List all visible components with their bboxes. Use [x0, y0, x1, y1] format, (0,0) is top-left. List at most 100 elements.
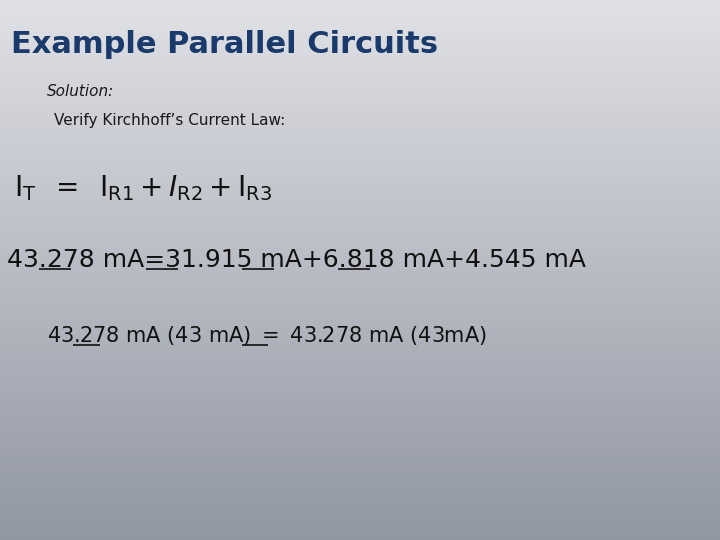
Bar	[0, 491, 720, 492]
Bar	[0, 388, 720, 389]
Bar	[0, 410, 720, 411]
Bar	[0, 325, 720, 327]
Bar	[0, 11, 720, 12]
Bar	[0, 440, 720, 442]
Bar	[0, 160, 720, 162]
Bar	[0, 454, 720, 455]
Bar	[0, 433, 720, 435]
Bar	[0, 233, 720, 235]
Bar	[0, 177, 720, 178]
Bar	[0, 108, 720, 109]
Bar	[0, 408, 720, 409]
Bar	[0, 14, 720, 15]
Bar	[0, 162, 720, 163]
Bar	[0, 449, 720, 451]
Bar	[0, 438, 720, 440]
Text: Example Parallel Circuits: Example Parallel Circuits	[11, 30, 438, 59]
Bar	[0, 284, 720, 285]
Bar	[0, 319, 720, 320]
Bar	[0, 274, 720, 275]
Bar	[0, 135, 720, 136]
Bar	[0, 147, 720, 149]
Bar	[0, 228, 720, 230]
Bar	[0, 291, 720, 292]
Bar	[0, 359, 720, 361]
Bar	[0, 120, 720, 122]
Bar	[0, 12, 720, 14]
Bar	[0, 214, 720, 216]
Bar	[0, 471, 720, 472]
Bar	[0, 264, 720, 265]
Bar	[0, 517, 720, 518]
Bar	[0, 361, 720, 362]
Bar	[0, 280, 720, 281]
Bar	[0, 130, 720, 131]
Bar	[0, 230, 720, 231]
Bar	[0, 474, 720, 475]
Bar	[0, 2, 720, 3]
Bar	[0, 492, 720, 494]
Bar	[0, 487, 720, 489]
Bar	[0, 104, 720, 105]
Bar	[0, 154, 720, 156]
Bar	[0, 519, 720, 521]
Bar	[0, 260, 720, 262]
Bar	[0, 395, 720, 397]
Bar	[0, 435, 720, 436]
Bar	[0, 220, 720, 221]
Bar	[0, 266, 720, 267]
Bar	[0, 65, 720, 66]
Bar	[0, 138, 720, 139]
Bar	[0, 509, 720, 510]
Bar	[0, 157, 720, 158]
Bar	[0, 62, 720, 63]
Bar	[0, 486, 720, 487]
Bar	[0, 246, 720, 247]
Bar	[0, 303, 720, 305]
Bar	[0, 530, 720, 532]
Bar	[0, 523, 720, 524]
Bar	[0, 462, 720, 463]
Bar	[0, 416, 720, 417]
Bar	[0, 267, 720, 269]
Bar	[0, 184, 720, 185]
Bar	[0, 96, 720, 97]
Bar	[0, 224, 720, 226]
Bar	[0, 490, 720, 491]
Bar	[0, 173, 720, 174]
Bar	[0, 472, 720, 474]
Bar	[0, 334, 720, 335]
Bar	[0, 442, 720, 443]
Bar	[0, 134, 720, 135]
Bar	[0, 370, 720, 372]
Bar	[0, 122, 720, 123]
Bar	[0, 513, 720, 514]
Bar	[0, 140, 720, 141]
Bar	[0, 281, 720, 282]
Bar	[0, 200, 720, 201]
Bar	[0, 231, 720, 232]
Bar	[0, 238, 720, 239]
Bar	[0, 216, 720, 217]
Bar	[0, 176, 720, 177]
Bar	[0, 253, 720, 254]
Bar	[0, 364, 720, 366]
Bar	[0, 82, 720, 84]
Bar	[0, 167, 720, 168]
Bar	[0, 302, 720, 303]
Bar	[0, 247, 720, 248]
Bar	[0, 298, 720, 300]
Bar	[0, 534, 720, 535]
Bar	[0, 368, 720, 370]
Bar	[0, 38, 720, 39]
Bar	[0, 485, 720, 486]
Bar	[0, 174, 720, 176]
Bar	[0, 40, 720, 42]
Bar	[0, 56, 720, 57]
Bar	[0, 123, 720, 124]
Bar	[0, 307, 720, 308]
Bar	[0, 346, 720, 347]
Bar	[0, 6, 720, 8]
Bar	[0, 211, 720, 212]
Bar	[0, 536, 720, 537]
